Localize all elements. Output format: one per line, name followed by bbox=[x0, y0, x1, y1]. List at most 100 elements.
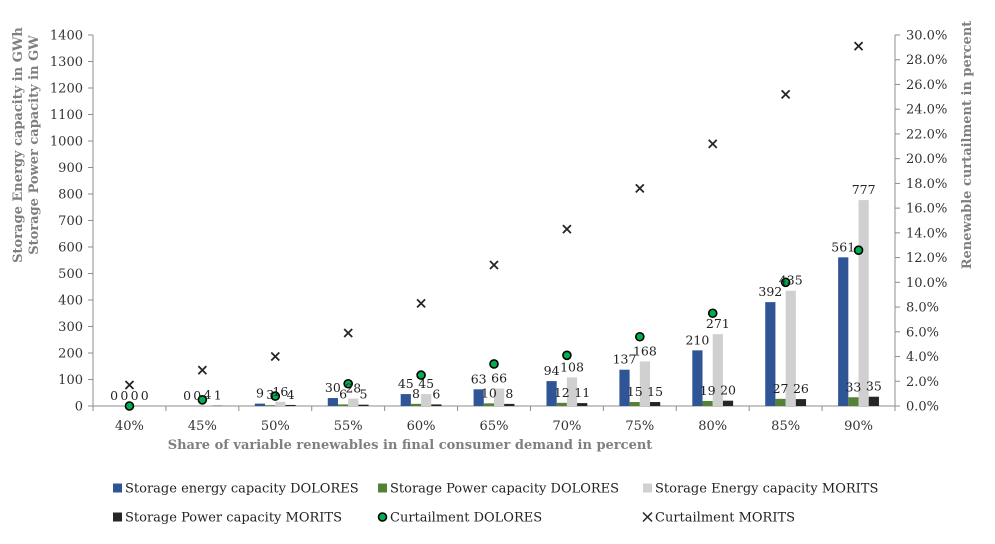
curtailment-dolores-point bbox=[490, 360, 498, 368]
data-label: 435 bbox=[779, 273, 803, 288]
bar bbox=[275, 402, 285, 406]
legend-label: Curtailment DOLORES bbox=[390, 511, 542, 526]
data-label: 0 bbox=[120, 388, 128, 403]
bar bbox=[265, 405, 275, 406]
data-label: 0 bbox=[193, 388, 201, 403]
y-axis-title-line-1: Storage Energy capacity in GWh bbox=[11, 27, 26, 263]
x-tick-label: 65% bbox=[480, 419, 509, 434]
data-label: 11 bbox=[574, 385, 590, 400]
curtailment-dolores-point bbox=[636, 333, 644, 341]
bar bbox=[775, 399, 785, 406]
data-label: 1 bbox=[214, 388, 222, 403]
y2-tick-label: 12.0% bbox=[906, 251, 947, 266]
legend-swatch bbox=[113, 513, 122, 522]
legend-swatch bbox=[113, 484, 122, 493]
y2-tick-label: 14.0% bbox=[906, 226, 947, 241]
y2-tick-label: 2.0% bbox=[906, 375, 939, 390]
x-tick-label: 85% bbox=[771, 419, 800, 434]
curtailment-dolores-point bbox=[563, 351, 571, 359]
data-label: 33 bbox=[845, 379, 861, 394]
x-tick-label: 40% bbox=[115, 419, 144, 434]
curtailment-morits-point bbox=[855, 42, 863, 50]
bar bbox=[411, 404, 421, 406]
legend-label: Storage Energy capacity MORITS bbox=[655, 482, 878, 497]
x-tick-label: 90% bbox=[844, 419, 873, 434]
data-label: 0 bbox=[110, 388, 118, 403]
legend-swatch bbox=[378, 484, 387, 493]
bar bbox=[431, 404, 441, 406]
y-tick-label: 700 bbox=[58, 214, 83, 229]
legend-marker bbox=[643, 513, 652, 522]
legend: Storage energy capacity DOLORES Storage P… bbox=[113, 482, 878, 526]
data-label: 27 bbox=[773, 381, 789, 396]
data-label: 4 bbox=[287, 387, 295, 402]
y-tick-label: 200 bbox=[58, 347, 83, 362]
bar bbox=[328, 398, 338, 406]
curtailment-morits-point bbox=[271, 353, 279, 361]
markers bbox=[125, 42, 862, 410]
y2-tick-label: 16.0% bbox=[906, 202, 947, 217]
bar bbox=[723, 401, 733, 406]
data-label: 12 bbox=[554, 385, 570, 400]
bar bbox=[348, 399, 358, 406]
bar bbox=[401, 394, 411, 406]
data-label: 271 bbox=[706, 316, 730, 331]
y-tick-label: 600 bbox=[58, 241, 83, 256]
x-tick-label: 70% bbox=[552, 419, 581, 434]
y2-tick-label: 6.0% bbox=[906, 325, 939, 340]
x-tick-label: 50% bbox=[261, 419, 290, 434]
curtailment-morits-point bbox=[344, 329, 352, 337]
bars bbox=[202, 200, 879, 406]
data-label: 63 bbox=[471, 371, 487, 386]
y2-tick-label: 10.0% bbox=[906, 276, 947, 291]
y-tick-label: 1300 bbox=[50, 55, 83, 70]
curtailment-morits-point bbox=[563, 225, 571, 233]
y-tick-label: 300 bbox=[58, 320, 83, 335]
bar bbox=[421, 394, 431, 406]
legend-label: Storage Power capacity MORITS bbox=[125, 511, 342, 526]
y-tick-label: 1200 bbox=[50, 82, 83, 97]
data-label: 6 bbox=[432, 386, 440, 401]
x-tick-label: 80% bbox=[698, 419, 727, 434]
legend-marker bbox=[379, 513, 387, 521]
y-tick-label: 1000 bbox=[50, 135, 83, 150]
bar bbox=[358, 405, 368, 406]
data-label: 0 bbox=[131, 388, 139, 403]
data-label: 94 bbox=[544, 363, 560, 378]
bar bbox=[255, 404, 265, 406]
curtailment-morits-point bbox=[490, 261, 498, 269]
legend-label: Storage energy capacity DOLORES bbox=[125, 482, 359, 497]
y2-tick-label: 20.0% bbox=[906, 152, 947, 167]
bar bbox=[557, 403, 567, 406]
data-label: 35 bbox=[866, 379, 882, 394]
legend-label: Storage Power capacity DOLORES bbox=[390, 482, 619, 497]
curtailment-morits-point bbox=[709, 140, 717, 148]
data-label: 19 bbox=[700, 383, 716, 398]
legend-swatch bbox=[643, 484, 652, 493]
data-label: 8 bbox=[505, 386, 513, 401]
data-label: 777 bbox=[852, 182, 876, 197]
x-axis-title: Share of variable renewables in final co… bbox=[168, 438, 653, 453]
bar bbox=[848, 397, 858, 406]
x-tick-label: 60% bbox=[407, 419, 436, 434]
x-tick-label: 45% bbox=[188, 419, 217, 434]
curtailment-dolores-point bbox=[855, 246, 863, 254]
y2-tick-label: 8.0% bbox=[906, 301, 939, 316]
y-axis-title: Storage Energy capacity in GWh Storage P… bbox=[11, 27, 42, 263]
y-tick-label: 1400 bbox=[50, 29, 83, 44]
y-tick-label: 800 bbox=[58, 188, 83, 203]
data-label: 15 bbox=[627, 384, 643, 399]
y2-tick-label: 30.0% bbox=[906, 29, 947, 44]
x-tick-label: 75% bbox=[625, 419, 654, 434]
data-label: 561 bbox=[831, 239, 855, 254]
data-label: 10 bbox=[481, 385, 497, 400]
y2-tick-label: 22.0% bbox=[906, 127, 947, 142]
bar bbox=[577, 403, 587, 406]
y2-tick-label: 24.0% bbox=[906, 103, 947, 118]
bar bbox=[338, 404, 348, 406]
bar bbox=[859, 200, 869, 406]
data-label: 0 bbox=[141, 388, 149, 403]
y2-tick-label: 0.0% bbox=[906, 400, 939, 415]
bar bbox=[504, 404, 514, 406]
